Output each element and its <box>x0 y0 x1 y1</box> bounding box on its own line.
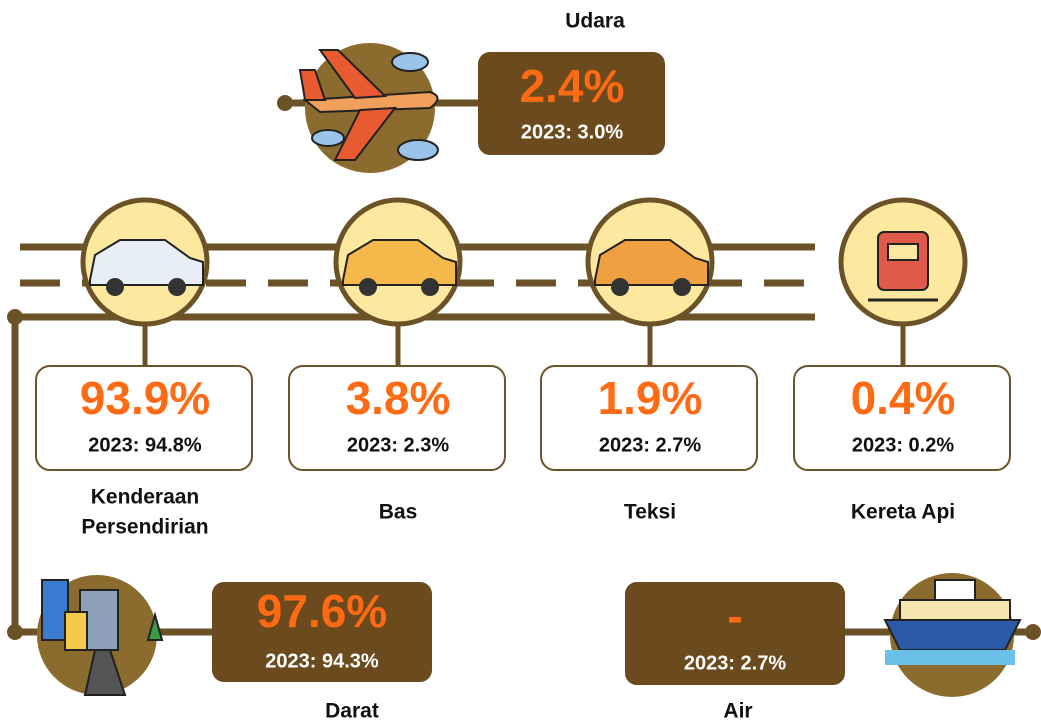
value-box <box>288 365 506 471</box>
dot <box>277 95 293 111</box>
mode-label: Persendirian <box>81 516 208 539</box>
vehicle-icon <box>89 239 204 286</box>
vehicle-icon <box>342 239 457 286</box>
mode-label: Kenderaan <box>91 486 200 509</box>
wheel <box>168 278 186 296</box>
value-box <box>35 365 253 471</box>
mode-label: Teksi <box>624 501 676 524</box>
ship-icon <box>883 579 1022 665</box>
udara-label: Udara <box>565 10 625 33</box>
dot <box>1025 624 1041 640</box>
udara: Udara 2.4% 2023: 3.0% <box>277 10 665 173</box>
mode-label: Kereta Api <box>851 501 955 524</box>
value-box <box>540 365 758 471</box>
share: 2.4% <box>520 60 625 112</box>
mode: 0.4% 2023: 0.2% Kereta Api <box>793 197 1011 524</box>
mode-label: Bas <box>379 501 418 524</box>
mode: 3.8% 2023: 2.3% Bas <box>288 197 506 524</box>
share: 3.8% <box>346 372 451 424</box>
value-box <box>212 582 432 682</box>
value-box <box>478 52 665 155</box>
wheel <box>106 278 124 296</box>
mode: 1.9% 2023: 2.7% Teksi <box>540 197 758 524</box>
share: 97.6% <box>257 585 387 637</box>
dot <box>7 309 23 325</box>
previous: 2023: 0.2% <box>852 434 955 456</box>
darat: 97.6% 2023: 94.3% Darat <box>7 575 432 723</box>
share: - <box>727 590 742 642</box>
share: 1.9% <box>598 372 703 424</box>
air: - 2023: 2.7% Air <box>625 573 1041 723</box>
plane-icon <box>298 49 439 161</box>
wheel <box>421 278 439 296</box>
previous: 2023: 94.3% <box>265 650 379 672</box>
previous: 2023: 2.7% <box>599 434 702 456</box>
wheel <box>359 278 377 296</box>
train-window <box>887 243 919 261</box>
modes: 93.9% 2023: 94.8% Kenderaan Persendirian 3.8… <box>35 197 1011 539</box>
wheel <box>611 278 629 296</box>
previous: 2023: 2.7% <box>684 652 787 674</box>
vehicle-icon <box>594 239 709 286</box>
darat-label: Darat <box>325 700 379 723</box>
city-icon <box>41 579 164 696</box>
previous: 2023: 3.0% <box>521 121 624 143</box>
share: 0.4% <box>851 372 956 424</box>
previous: 2023: 2.3% <box>347 434 450 456</box>
previous: 2023: 94.8% <box>88 434 202 456</box>
value-box <box>625 582 845 685</box>
value-box <box>793 365 1011 471</box>
wheel <box>673 278 691 296</box>
mode: 93.9% 2023: 94.8% Kenderaan Persendirian <box>35 197 253 539</box>
share: 93.9% <box>80 372 210 424</box>
dot <box>7 624 23 640</box>
air-label: Air <box>723 700 752 723</box>
